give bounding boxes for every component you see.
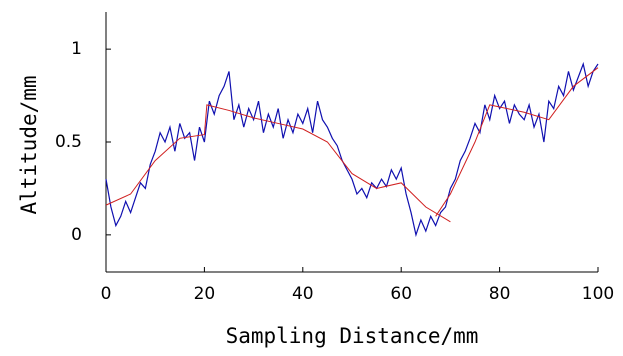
data-line (105, 67, 599, 223)
x-tick-label: 20 (194, 284, 216, 304)
x-tick-label: 100 (582, 284, 614, 304)
y-tick-label: 1 (71, 39, 82, 59)
x-tick-label: 60 (390, 284, 412, 304)
x-tick-label: 40 (292, 284, 314, 304)
x-tick-label: 0 (101, 284, 112, 304)
y-axis-label: Altitude/mm (17, 75, 41, 214)
x-tick-label: 80 (489, 284, 511, 304)
y-tick-label: 0 (71, 225, 82, 245)
y-tick-label: 0.5 (55, 132, 82, 152)
x-axis-label: Sampling Distance/mm (226, 324, 479, 348)
data-line (105, 61, 599, 238)
